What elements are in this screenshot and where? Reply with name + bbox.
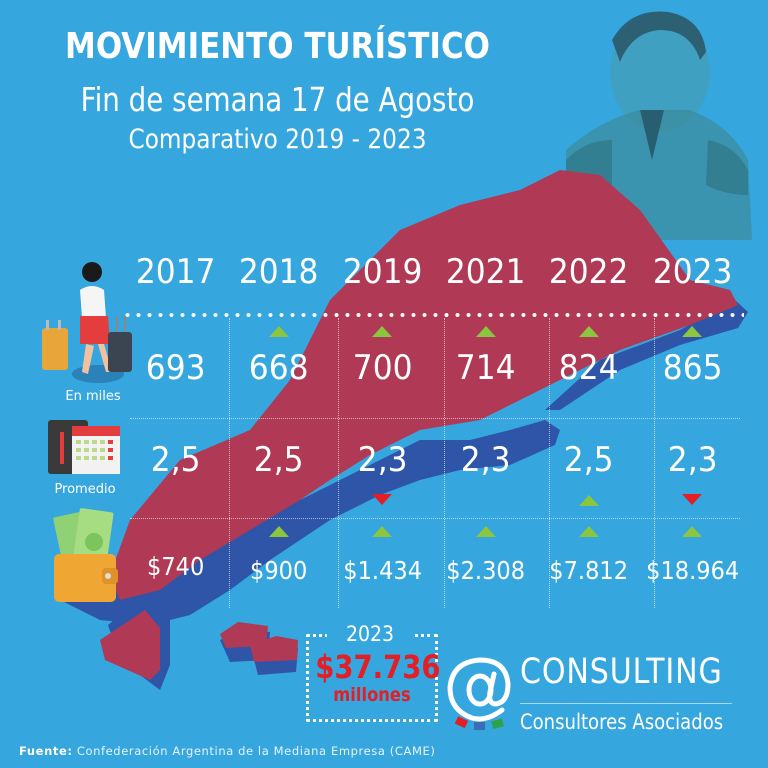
trend-up-icon bbox=[682, 526, 703, 537]
tourists-cell: 824 bbox=[537, 322, 640, 388]
stay-value: 2,5 bbox=[150, 440, 201, 480]
trend-down-icon bbox=[682, 494, 703, 505]
trend-up-icon bbox=[578, 495, 599, 506]
trend-up-icon bbox=[578, 326, 599, 337]
tourists-cell: 865 bbox=[641, 322, 744, 388]
row-divider bbox=[130, 518, 740, 519]
trend-up-icon bbox=[682, 326, 703, 337]
year-header: 2021 bbox=[445, 252, 526, 292]
spending-cell: $900 bbox=[227, 526, 330, 585]
total-amount: $37.736 bbox=[315, 648, 441, 686]
spending-cell: $740 bbox=[124, 526, 227, 585]
spending-value: $2.308 bbox=[446, 556, 526, 585]
page-subtitle: Fin de semana 17 de Agosto bbox=[80, 80, 475, 119]
stay-value: 2,3 bbox=[667, 440, 718, 480]
total-unit: millones bbox=[333, 684, 411, 706]
year-header: 2023 bbox=[652, 252, 733, 292]
stay-cell: 2,5 bbox=[537, 440, 640, 506]
header-dotted-divider bbox=[122, 313, 744, 317]
trend-up-icon bbox=[475, 526, 496, 537]
page-title: MOVIMIENTO TURÍSTICO bbox=[65, 26, 490, 67]
stay-cell: 2,3 bbox=[331, 440, 434, 505]
comparison-range: Comparativo 2019 - 2023 bbox=[128, 124, 427, 155]
logo-divider bbox=[520, 703, 732, 704]
tourists-value: 700 bbox=[352, 348, 413, 388]
calendar-notebook-icon bbox=[48, 420, 120, 474]
tourists-value: 693 bbox=[145, 348, 206, 388]
year-header: 2017 bbox=[135, 252, 216, 292]
wallet-money-icon bbox=[53, 508, 118, 602]
column-divider bbox=[549, 318, 550, 608]
column-divider bbox=[338, 318, 339, 608]
spending-cell: $18.964 bbox=[641, 526, 744, 585]
column-divider bbox=[444, 318, 445, 608]
stay-row: 2,5 2,5 2,3 2,3 2,5 2,3 bbox=[124, 440, 744, 506]
year-header: 2019 bbox=[342, 252, 423, 292]
tourists-cell: 714 bbox=[434, 322, 537, 388]
stay-cell: 2,5 bbox=[227, 440, 330, 480]
tourists-value: 668 bbox=[249, 348, 309, 388]
tourists-value: 714 bbox=[455, 348, 516, 388]
spending-cell: $7.812 bbox=[537, 526, 640, 585]
spending-cell: $1.434 bbox=[331, 526, 434, 585]
stay-cell: 2,3 bbox=[641, 440, 744, 505]
tourists-unit-label: En miles bbox=[65, 389, 121, 404]
stay-value: 2,3 bbox=[460, 440, 511, 480]
traveler-with-luggage-icon bbox=[42, 262, 132, 383]
stay-cell: 2,3 bbox=[434, 440, 537, 480]
trend-up-icon bbox=[268, 326, 289, 337]
row-divider bbox=[130, 418, 740, 419]
year-header: 2022 bbox=[549, 252, 629, 292]
trend-up-icon bbox=[268, 526, 289, 537]
tourists-cell: 693 bbox=[124, 322, 227, 388]
tourists-row: 693 668 700 714 824 865 bbox=[124, 322, 744, 388]
trend-up-icon bbox=[475, 326, 496, 337]
spending-value: $740 bbox=[147, 552, 205, 581]
tourists-value: 824 bbox=[559, 348, 619, 388]
stay-value: 2,5 bbox=[564, 440, 614, 480]
tourists-cell: 668 bbox=[227, 322, 330, 388]
spending-row: $740 $900 $1.434 $2.308 $7.812 $18.964 bbox=[124, 526, 744, 585]
column-divider bbox=[229, 318, 230, 608]
source-text: Confederación Argentina de la Mediana Em… bbox=[76, 744, 436, 758]
source-label: Fuente: bbox=[19, 744, 73, 758]
consulting-at-logo-icon bbox=[447, 657, 511, 730]
trend-down-icon bbox=[372, 494, 393, 505]
trend-up-icon bbox=[372, 526, 393, 537]
logo-name: CONSULTING bbox=[520, 652, 723, 692]
trend-up-icon bbox=[372, 326, 393, 337]
logo-tagline: Consultores Asociados bbox=[520, 710, 724, 734]
spending-value: $18.964 bbox=[645, 556, 739, 585]
spending-value: $1.434 bbox=[342, 556, 422, 585]
tourists-cell: 700 bbox=[331, 322, 434, 388]
tourists-value: 865 bbox=[662, 348, 723, 388]
column-divider bbox=[654, 318, 655, 608]
year-header: 2018 bbox=[239, 252, 319, 292]
year-header-row: 2017 2018 2019 2021 2022 2023 bbox=[124, 252, 744, 292]
total-year: 2023 bbox=[326, 622, 414, 646]
trend-up-icon bbox=[578, 526, 599, 537]
stay-value: 2,5 bbox=[254, 440, 304, 480]
source-footnote: Fuente: Confederación Argentina de la Me… bbox=[19, 744, 435, 758]
stay-cell: 2,5 bbox=[124, 440, 227, 480]
malvinas-islands bbox=[220, 622, 298, 675]
stay-value: 2,3 bbox=[357, 440, 408, 480]
stay-unit-label: Promedio bbox=[54, 482, 116, 497]
spending-cell: $2.308 bbox=[434, 526, 537, 585]
spending-value: $7.812 bbox=[549, 556, 629, 585]
spending-value: $900 bbox=[250, 556, 308, 585]
